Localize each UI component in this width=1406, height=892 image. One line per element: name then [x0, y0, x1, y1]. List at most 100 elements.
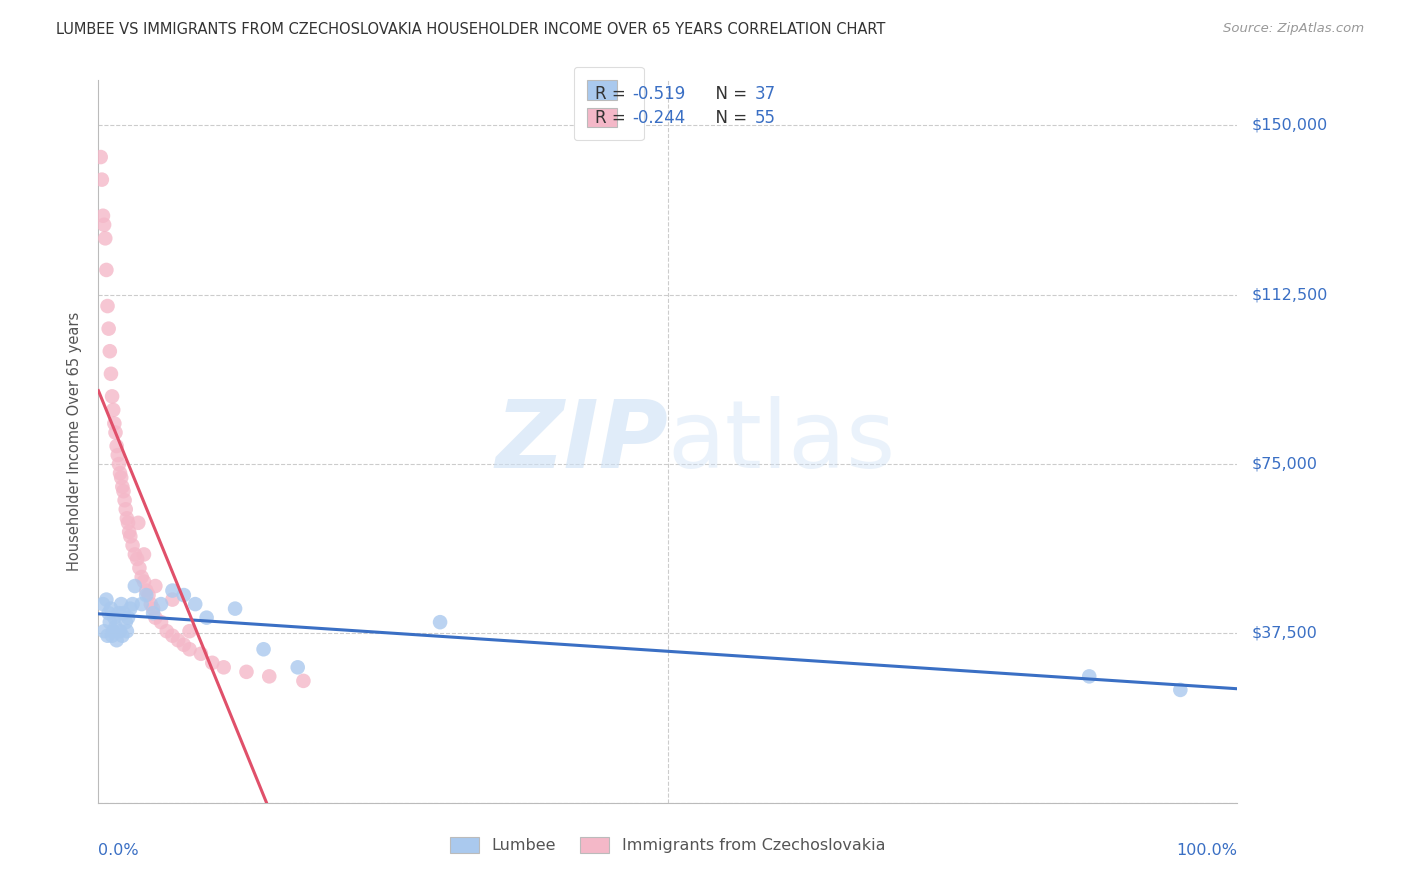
Text: -0.244: -0.244 [633, 109, 685, 127]
Point [131, 570, 153, 584]
Point [105, 439, 128, 453]
Point [120, 529, 142, 543]
Y-axis label: Householder Income Over 65 years: Householder Income Over 65 years [67, 312, 83, 571]
Text: $37,500: $37,500 [1251, 626, 1317, 641]
Point [103, 624, 125, 639]
Text: 100.0%: 100.0% [1177, 843, 1237, 857]
Point [121, 597, 143, 611]
Point [112, 606, 135, 620]
Point [173, 638, 195, 652]
Point [114, 502, 136, 516]
Point [292, 673, 315, 688]
Point [96, 592, 118, 607]
Text: ZIP: ZIP [495, 395, 668, 488]
Point [259, 669, 281, 683]
Point [91, 209, 114, 223]
Point [96, 263, 118, 277]
Point [429, 615, 451, 630]
Point [93, 218, 115, 232]
Point [115, 511, 138, 525]
Point [110, 470, 132, 484]
Point [111, 480, 134, 494]
Point [100, 367, 122, 381]
Text: R =: R = [595, 109, 630, 127]
Point [112, 484, 135, 499]
Point [114, 615, 136, 630]
Point [135, 588, 157, 602]
Point [104, 620, 127, 634]
Point [110, 597, 132, 611]
Point [252, 642, 274, 657]
Point [190, 647, 212, 661]
Point [96, 629, 118, 643]
Point [162, 583, 184, 598]
Point [195, 610, 218, 624]
Point [103, 610, 125, 624]
Point [132, 548, 155, 562]
Point [101, 389, 124, 403]
Point [107, 448, 129, 462]
Point [98, 615, 121, 630]
Point [184, 597, 207, 611]
Point [142, 606, 165, 620]
Text: atlas: atlas [668, 395, 896, 488]
Point [115, 624, 138, 639]
Text: N =: N = [704, 109, 752, 127]
Point [131, 597, 153, 611]
Point [97, 606, 120, 620]
Point [142, 601, 165, 615]
Point [108, 624, 131, 639]
Point [96, 299, 118, 313]
Point [90, 172, 112, 186]
Legend: Lumbee, Immigrants from Czechoslovakia: Lumbee, Immigrants from Czechoslovakia [444, 830, 891, 860]
Text: -0.519: -0.519 [633, 86, 685, 103]
Point [108, 457, 131, 471]
Point [124, 548, 146, 562]
Point [173, 588, 195, 602]
Point [98, 344, 121, 359]
Point [224, 601, 246, 615]
Point [104, 425, 127, 440]
Point [127, 552, 149, 566]
Point [145, 579, 167, 593]
Point [287, 660, 309, 674]
Point [111, 629, 134, 643]
Point [179, 642, 201, 657]
Point [103, 417, 125, 431]
Text: N =: N = [704, 86, 752, 103]
Point [212, 660, 235, 674]
Point [132, 574, 155, 589]
Point [150, 597, 173, 611]
Point [156, 624, 179, 639]
Text: LUMBEE VS IMMIGRANTS FROM CZECHOSLOVAKIA HOUSEHOLDER INCOME OVER 65 YEARS CORREL: LUMBEE VS IMMIGRANTS FROM CZECHOSLOVAKIA… [56, 22, 886, 37]
Point [124, 579, 146, 593]
Point [117, 516, 139, 530]
Point [135, 583, 157, 598]
Point [117, 610, 139, 624]
Point [1170, 682, 1192, 697]
Point [108, 606, 131, 620]
Point [118, 524, 141, 539]
Point [91, 597, 114, 611]
Point [90, 150, 112, 164]
Point [179, 624, 201, 639]
Point [94, 231, 117, 245]
Point [97, 321, 120, 335]
Point [121, 538, 143, 552]
Point [127, 516, 149, 530]
Point [105, 633, 128, 648]
Text: 0.0%: 0.0% [98, 843, 139, 857]
Point [1078, 669, 1101, 683]
Point [145, 610, 167, 624]
Text: $75,000: $75,000 [1251, 457, 1317, 472]
Point [100, 601, 122, 615]
Point [138, 588, 160, 602]
Text: Source: ZipAtlas.com: Source: ZipAtlas.com [1223, 22, 1364, 36]
Point [103, 403, 125, 417]
Point [120, 601, 142, 615]
Point [101, 629, 124, 643]
Text: 37: 37 [755, 86, 776, 103]
Point [108, 466, 131, 480]
Point [128, 561, 150, 575]
Point [139, 597, 162, 611]
